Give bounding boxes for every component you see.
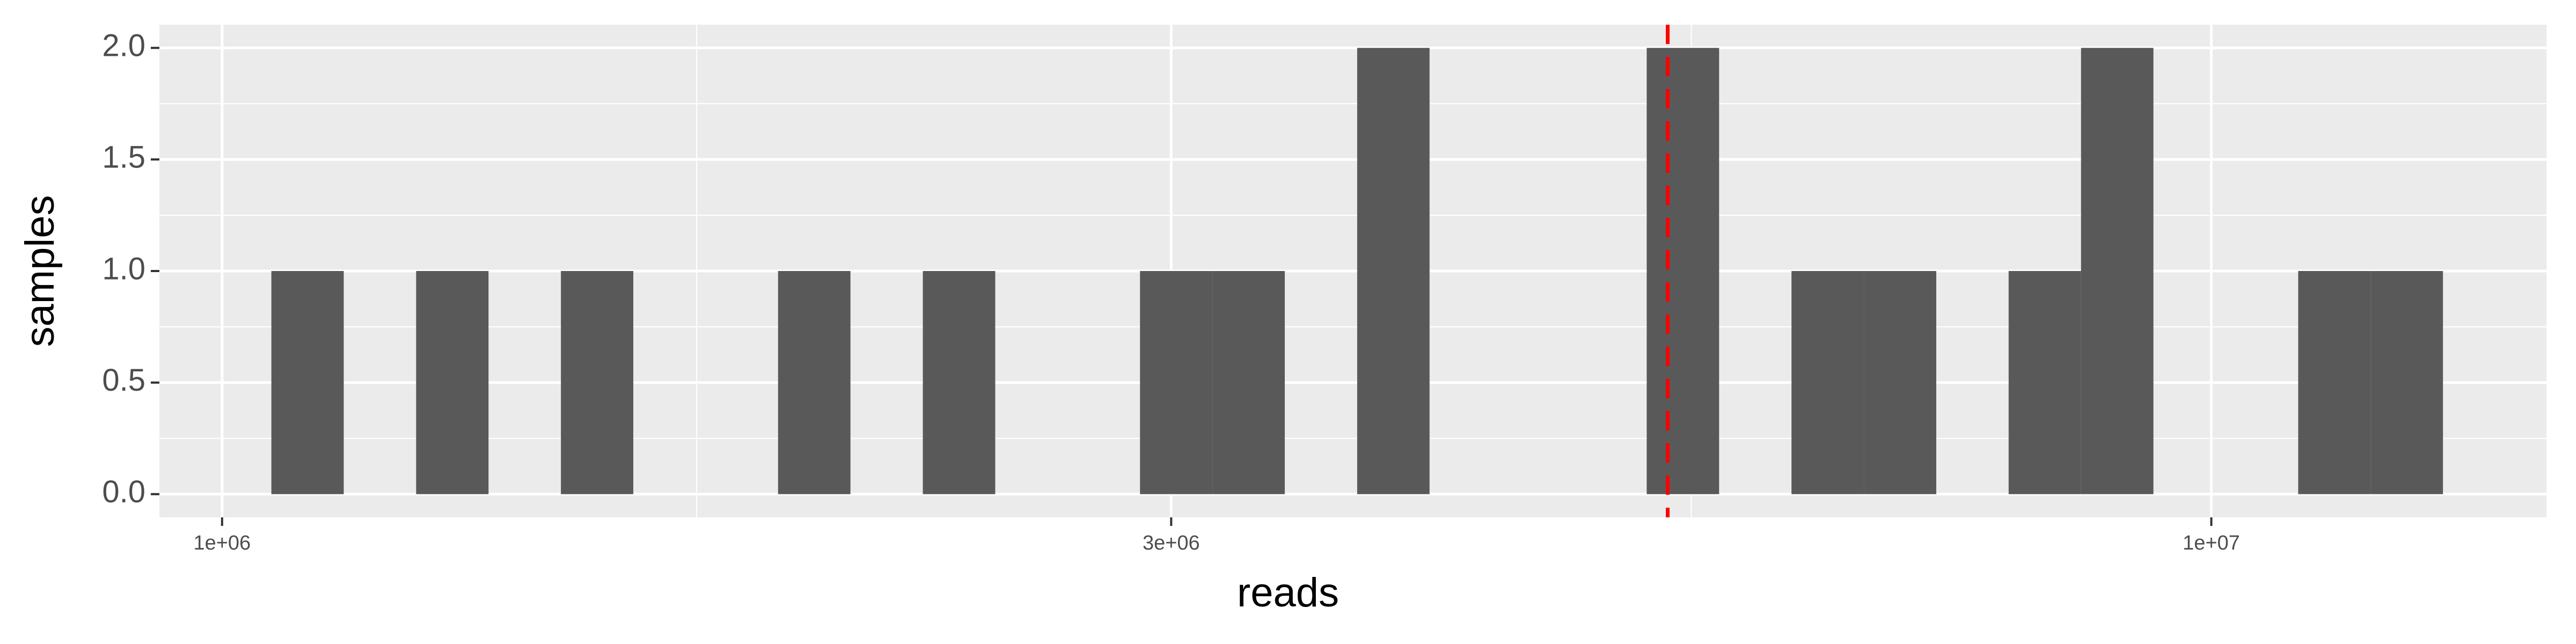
bar: [1791, 271, 1864, 494]
y-tick-label: 2.0: [102, 28, 145, 63]
bar: [2008, 271, 2081, 494]
x-tick-label: 3e+06: [1143, 532, 1200, 554]
bar: [1864, 271, 1936, 494]
y-axis-title: samples: [17, 195, 63, 347]
bar: [923, 271, 996, 494]
bar: [778, 271, 851, 494]
y-tick-label: 1.5: [102, 140, 145, 174]
bar: [416, 271, 489, 494]
bar: [1646, 48, 1719, 494]
bar: [2081, 48, 2154, 494]
bar: [2298, 271, 2371, 494]
bar: [1140, 271, 1213, 494]
bar: [1212, 271, 1285, 494]
y-tick-label: 1.0: [102, 251, 145, 286]
x-tick-label: 1e+06: [193, 532, 251, 554]
x-axis-title: reads: [1237, 570, 1339, 616]
bar: [561, 271, 634, 494]
bar: [1357, 48, 1430, 494]
y-tick-label: 0.5: [102, 363, 145, 398]
x-tick-label: 1e+07: [2183, 532, 2240, 554]
bar: [2370, 271, 2443, 494]
y-tick-label: 0.0: [102, 474, 145, 509]
bar: [271, 271, 344, 494]
